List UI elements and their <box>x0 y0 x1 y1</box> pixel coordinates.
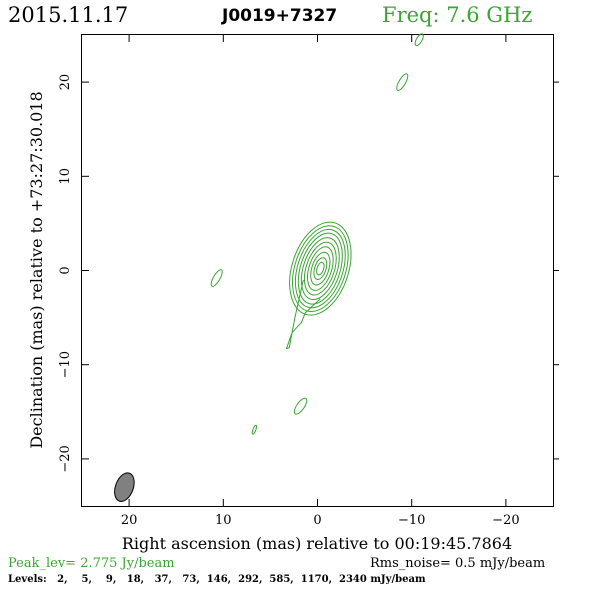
observation-date: 2015.11.17 <box>8 3 128 27</box>
core-contour <box>303 241 337 296</box>
island-contour <box>414 33 424 47</box>
source-name: J0019+7327 <box>221 6 337 26</box>
island-contour <box>396 73 409 91</box>
x-tick-label: −10 <box>398 513 425 528</box>
core-contour <box>310 251 331 286</box>
y-tick-label: 0 <box>58 266 73 274</box>
x-tick-label: 0 <box>313 513 321 528</box>
y-tick-label: 10 <box>58 168 73 185</box>
core-contour <box>289 221 352 316</box>
core-contour <box>297 232 343 305</box>
plot-frame <box>81 34 554 507</box>
core-contour <box>294 228 346 309</box>
core-contour <box>292 225 349 312</box>
y-axis-label: Declination (mas) relative to +73:27:30.… <box>27 91 46 448</box>
y-tick-label: −10 <box>58 351 73 378</box>
x-axis-label: Right ascension (mas) relative to 00:19:… <box>122 534 512 553</box>
core-contour <box>313 257 328 281</box>
beam-ellipse <box>114 472 135 502</box>
contour-layer <box>210 33 424 435</box>
island-contour <box>251 424 257 435</box>
core-contour <box>307 246 334 291</box>
x-tick-label: 20 <box>121 513 138 528</box>
island-contour <box>210 269 223 287</box>
peak-level-label: Peak_lev= 2.775 Jy/beam <box>8 556 175 571</box>
frequency-label: Freq: 7.6 GHz <box>382 3 532 27</box>
y-tick-label: −20 <box>58 445 73 472</box>
core-contour <box>316 261 325 276</box>
x-tick-label: −20 <box>492 513 519 528</box>
y-tick-label: 20 <box>58 74 73 91</box>
island-contour <box>293 397 308 415</box>
rms-noise-label: Rms_noise= 0.5 mJy/beam <box>370 556 545 571</box>
core-contour <box>300 237 340 301</box>
axis-ticks: 20 10 0 −10 −20 20 10 0 −10 −20 <box>58 35 559 528</box>
contour-levels-label: Levels: 2, 5, 9, 18, 37, 73, 146, 292, 5… <box>8 574 426 585</box>
x-tick-label: 10 <box>215 513 232 528</box>
beam-layer <box>114 472 135 502</box>
